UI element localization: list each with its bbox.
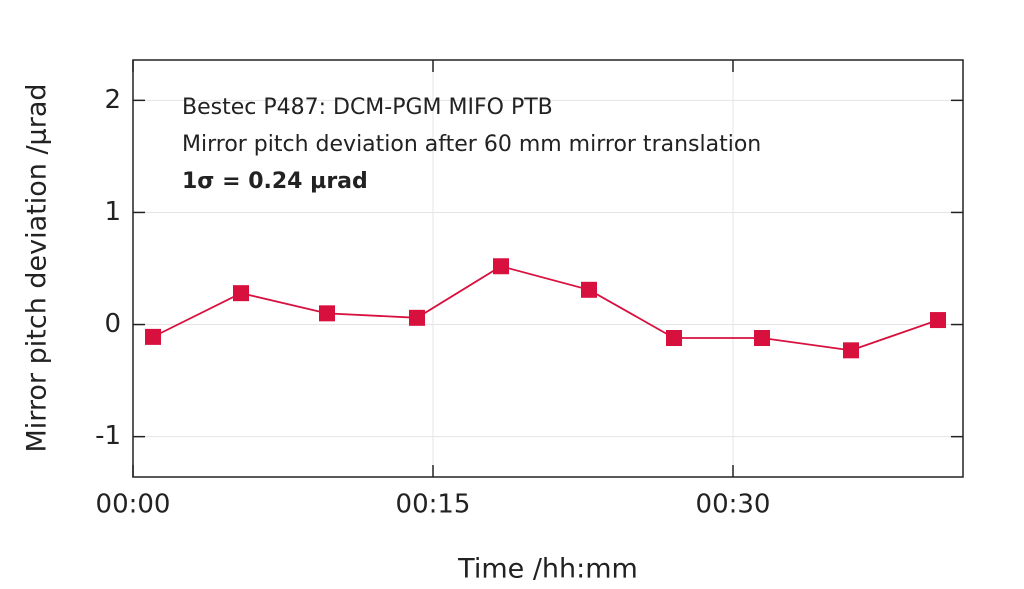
data-point: [319, 305, 335, 322]
x-axis-title: Time /hh:mm: [457, 554, 638, 585]
annotation: Mirror pitch deviation after 60 mm mirro…: [182, 132, 761, 157]
x-tick-label: 00:30: [696, 490, 771, 520]
data-point: [843, 342, 859, 359]
y-tick-label: -1: [95, 421, 121, 451]
data-point: [493, 258, 509, 275]
y-tick-label: 0: [104, 309, 121, 339]
annotation: Bestec P487: DCM-PGM MIFO PTB: [182, 95, 553, 120]
data-point: [754, 330, 770, 346]
data-point: [930, 312, 946, 329]
data-point: [581, 281, 597, 298]
y-tick-label: 2: [104, 85, 121, 115]
data-point: [666, 330, 682, 346]
y-tick-label: 1: [104, 197, 121, 227]
plot-frame: [132, 59, 964, 478]
data-line: [152, 265, 939, 352]
x-tick-label: 00:15: [396, 490, 471, 520]
data-point: [409, 309, 425, 326]
x-tick-label: 00:00: [96, 490, 171, 520]
y-axis-title: Mirror pitch deviation /µrad: [22, 83, 53, 452]
data-point: [145, 328, 161, 345]
data-point: [233, 285, 249, 302]
annotation: 1σ = 0.24 µrad: [182, 169, 368, 194]
